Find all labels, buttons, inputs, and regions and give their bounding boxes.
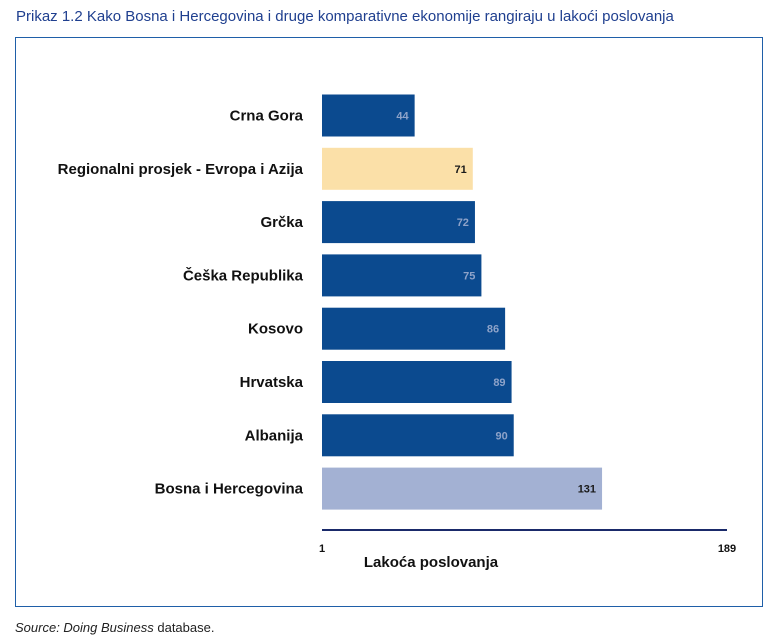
data-label: 131 bbox=[578, 484, 596, 496]
bar bbox=[322, 254, 482, 297]
x-tick-label-min: 1 bbox=[319, 543, 325, 555]
bar bbox=[322, 201, 475, 244]
data-label: 71 bbox=[455, 164, 467, 176]
category-label: Bosna i Hercegovina bbox=[155, 481, 304, 498]
bars-layer: Crna Gora 44 Regionalni prosjek - Evropa i… bbox=[58, 94, 603, 510]
bar bbox=[322, 147, 473, 190]
data-label: 44 bbox=[396, 111, 409, 123]
source-prefix: Source: bbox=[15, 620, 64, 635]
x-tick-label-max: 189 bbox=[718, 543, 736, 555]
source-suffix: database. bbox=[153, 620, 215, 635]
bar-group: Grčka 72 bbox=[260, 201, 475, 244]
x-axis-title: Lakoća poslovanja bbox=[364, 554, 499, 571]
category-label: Hrvatska bbox=[240, 374, 304, 391]
bar-group: Hrvatska 89 bbox=[240, 361, 512, 403]
category-label: Kosovo bbox=[248, 321, 303, 338]
source-note: Source: Doing Business database. bbox=[15, 620, 214, 635]
category-label: Albanija bbox=[245, 427, 304, 444]
bar bbox=[322, 414, 514, 457]
category-label: Grčka bbox=[260, 214, 303, 231]
data-label: 75 bbox=[463, 270, 475, 282]
bar-group: Kosovo 86 bbox=[248, 307, 506, 350]
data-label: 90 bbox=[495, 430, 507, 442]
data-label: 72 bbox=[457, 217, 469, 229]
bar-group: Crna Gora 44 bbox=[230, 94, 415, 137]
category-label: Regionalni prosjek - Evropa i Azija bbox=[58, 161, 304, 178]
bar-group: Češka Republika 75 bbox=[183, 254, 482, 297]
data-label: 89 bbox=[493, 377, 505, 389]
data-label: 86 bbox=[487, 324, 499, 336]
source-title: Doing Business bbox=[63, 620, 154, 635]
bar-group: Albanija 90 bbox=[245, 414, 514, 457]
bar bbox=[322, 361, 512, 403]
category-label: Crna Gora bbox=[230, 108, 304, 125]
chart-frame bbox=[15, 37, 763, 607]
bar bbox=[322, 307, 506, 350]
x-axis: 1 189 Lakoća poslovanja bbox=[319, 529, 736, 571]
category-label: Češka Republika bbox=[183, 266, 304, 284]
bar-group: Bosna i Hercegovina 131 bbox=[155, 467, 603, 510]
bar bbox=[322, 94, 415, 137]
bar-group: Regionalni prosjek - Evropa i Azija 71 bbox=[58, 147, 473, 190]
figure-title: Prikaz 1.2 Kako Bosna i Hercegovina i dr… bbox=[16, 8, 674, 25]
bar bbox=[322, 467, 603, 510]
